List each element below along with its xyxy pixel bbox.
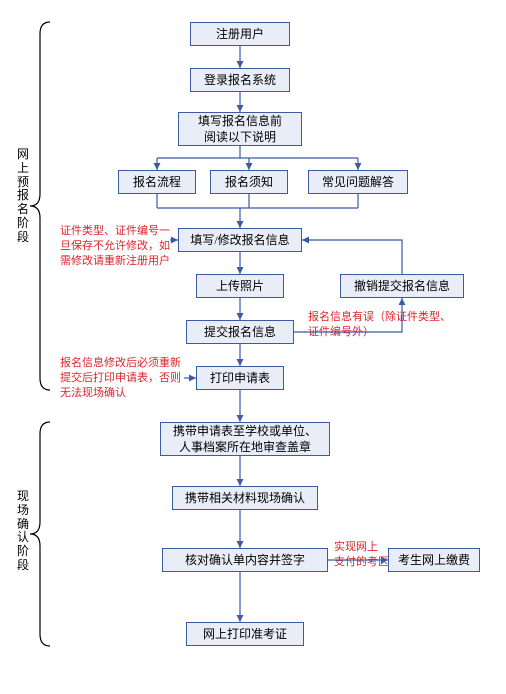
phase-label-2: 现场确认阶段 <box>16 490 30 573</box>
flow-arrows <box>0 0 506 694</box>
node-fill-modify: 填写/修改报名信息 <box>178 228 302 252</box>
phase-label-1: 网上预报名阶段 <box>16 148 30 245</box>
node-onsite-confirm: 携带相关材料现场确认 <box>172 486 318 510</box>
flowchart-canvas: 网上预报名阶段 现场确认阶段 注册用户 登录报名系统 填写报名信息前阅读以下说明… <box>0 0 506 694</box>
node-register-user: 注册用户 <box>190 22 290 46</box>
node-print-form: 打印申请表 <box>196 366 284 390</box>
node-process: 报名流程 <box>118 170 196 194</box>
annot-online-pay: 实现网上支付的考区 <box>334 540 390 570</box>
node-online-pay: 考生网上缴费 <box>388 548 480 572</box>
node-upload-photo: 上传照片 <box>196 274 284 298</box>
node-faq: 常见问题解答 <box>308 170 408 194</box>
annot-resubmit: 报名信息修改后必须重新提交后打印申请表，否则无法现场确认 <box>60 356 184 401</box>
node-notice: 报名须知 <box>210 170 288 194</box>
node-revoke-submit: 撤销提交报名信息 <box>340 274 464 298</box>
node-login-system: 登录报名系统 <box>190 68 290 92</box>
annot-info-error: 报名信息有误（除证件类型、证件编号外） <box>308 310 458 340</box>
node-read-instructions: 填写报名信息前阅读以下说明 <box>178 112 302 146</box>
annot-id-locked: 证件类型、证件编号一旦保存不允许修改，如需修改请重新注册用户 <box>60 224 170 269</box>
node-print-admission: 网上打印准考证 <box>186 622 304 646</box>
node-verify-sign: 核对确认单内容并签字 <box>162 548 328 572</box>
node-bring-form-stamp: 携带申请表至学校或单位、人事档案所在地审查盖章 <box>160 422 330 456</box>
node-submit-info: 提交报名信息 <box>186 320 294 344</box>
